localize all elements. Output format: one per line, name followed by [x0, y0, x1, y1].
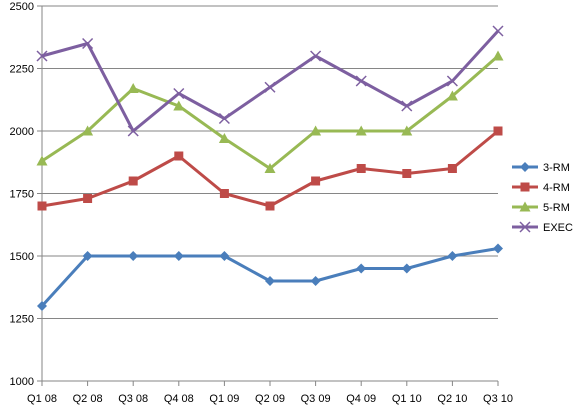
legend-item: 3-RM	[512, 162, 570, 174]
legend-label: 4-RM	[543, 182, 570, 194]
data-point-marker	[447, 251, 458, 261]
x-tick-label: Q1 09	[209, 393, 239, 405]
data-point-marker	[310, 276, 321, 286]
data-point-marker	[265, 276, 275, 286]
data-point-marker	[401, 125, 413, 136]
legend-label: 3-RM	[543, 162, 570, 174]
series-lines	[36, 25, 504, 311]
data-point-marker	[493, 126, 503, 136]
data-point-marker	[311, 176, 321, 186]
data-point-marker	[218, 133, 230, 143]
x-tick-label: Q2 08	[73, 393, 103, 405]
series-3-rm	[37, 243, 503, 311]
data-point-marker	[264, 81, 276, 93]
x-tick-label: Q3 09	[301, 393, 331, 405]
data-point-marker	[173, 251, 184, 261]
data-point-marker	[37, 201, 47, 211]
data-point-marker	[173, 100, 185, 111]
data-point-marker	[355, 125, 367, 136]
data-point-marker	[356, 263, 367, 274]
y-tick-label: 2250	[10, 64, 34, 76]
data-point-marker	[447, 164, 457, 173]
y-tick-label: 2000	[10, 126, 34, 138]
data-point-marker	[174, 151, 184, 161]
data-point-marker	[82, 251, 93, 261]
data-point-marker	[401, 100, 413, 112]
data-point-marker	[219, 251, 230, 261]
gridlines	[42, 5, 498, 319]
data-point-marker	[355, 75, 367, 87]
y-axis-tick-labels: 1000 1250 1500 1750 2000 2250 2500	[10, 1, 34, 388]
x-tick-label: Q4 09	[346, 393, 376, 405]
data-point-marker	[520, 162, 530, 172]
data-point-marker	[128, 176, 138, 186]
data-point-marker	[401, 263, 412, 274]
y-tick-label: 1750	[10, 189, 34, 201]
data-point-marker	[356, 164, 366, 173]
x-tick-label: Q1 10	[392, 393, 422, 405]
data-point-marker	[82, 37, 94, 50]
x-tick-label: Q2 09	[255, 393, 285, 405]
x-tick-label: Q3 08	[118, 393, 148, 405]
data-point-marker	[310, 125, 322, 136]
legend: 3-RM 4-RM 5-RM EXEC	[512, 162, 573, 234]
data-point-marker	[402, 169, 412, 178]
x-tick-label: Q3 10	[483, 393, 513, 405]
data-point-marker	[36, 155, 48, 166]
y-tick-label: 2500	[10, 1, 34, 13]
x-tick-label: Q2 10	[437, 393, 467, 405]
legend-item: 4-RM	[512, 182, 570, 194]
x-tick-label: Q4 08	[164, 393, 194, 405]
series-exec	[36, 25, 504, 137]
data-point-marker	[82, 125, 94, 136]
legend-label: 5-RM	[543, 202, 570, 214]
legend-label: EXEC	[543, 222, 573, 234]
data-point-marker	[310, 50, 322, 62]
data-point-marker	[520, 182, 530, 192]
data-point-marker	[219, 189, 229, 198]
data-point-marker	[519, 201, 531, 212]
data-point-marker	[127, 125, 139, 137]
series-line	[41, 29, 500, 133]
data-point-marker	[492, 25, 504, 37]
data-point-marker	[127, 83, 139, 93]
data-point-marker	[446, 90, 458, 101]
data-point-marker	[173, 87, 185, 100]
y-tick-label: 1250	[10, 314, 34, 326]
y-tick-label: 1500	[10, 251, 34, 263]
legend-item: 5-RM	[512, 201, 570, 214]
data-point-marker	[493, 243, 503, 254]
data-point-marker	[265, 201, 275, 211]
data-point-marker	[83, 194, 93, 203]
data-point-marker	[264, 163, 276, 173]
data-point-marker	[519, 221, 531, 233]
data-point-marker	[218, 112, 230, 125]
data-point-marker	[36, 50, 48, 62]
data-point-marker	[446, 75, 458, 87]
x-tick-label: Q1 08	[27, 393, 57, 405]
legend-item: EXEC	[512, 221, 573, 234]
axes	[37, 5, 499, 386]
series-4-rm	[37, 126, 503, 211]
data-point-marker	[37, 301, 47, 311]
y-tick-label: 1000	[10, 376, 34, 388]
x-axis-tick-labels: Q1 08 Q2 08 Q3 08 Q4 08 Q1 09 Q2 09 Q3 09 Q4 09…	[27, 393, 513, 405]
data-point-marker	[128, 251, 139, 261]
series-line	[41, 54, 499, 170]
data-point-marker	[492, 50, 504, 61]
